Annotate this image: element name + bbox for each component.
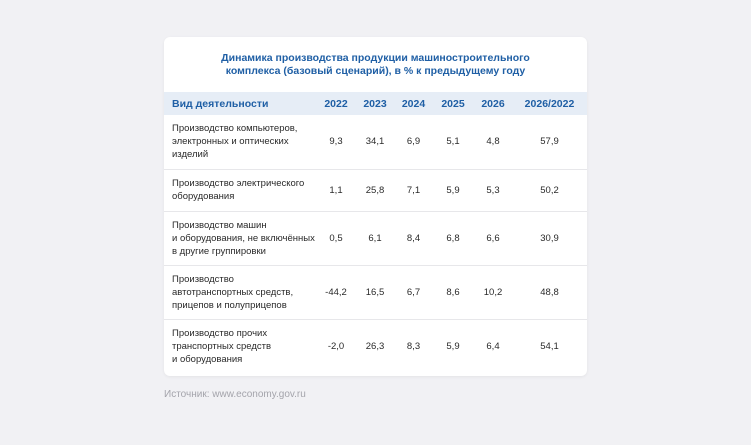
table-title-line2: комплекса (базовый сценарий), в % к пред… <box>225 65 526 77</box>
header-2025: 2025 <box>441 97 465 110</box>
cell-2026: 4,8 <box>474 115 512 170</box>
cell-2023: 26,3 <box>365 341 385 353</box>
row-label: Производство электрического оборудования <box>164 169 317 212</box>
row-label: Производство компьютеров, электронных и … <box>164 115 317 170</box>
cell-2024: 8,3 <box>406 341 421 353</box>
cell-2024: 6,9 <box>395 115 432 170</box>
header-2022: 2022 <box>324 97 348 110</box>
cell-2023: 6,1 <box>355 211 395 266</box>
cell-2024: 6,7 <box>395 265 432 320</box>
cell-2025: 5,1 <box>432 115 474 170</box>
table-header-row: Вид деятельности 2022 2023 2024 2025 202… <box>164 92 587 115</box>
header-2024: 2024 <box>401 97 426 110</box>
cell-2026-2022: 57,9 <box>512 115 587 170</box>
cell-2025: 6,8 <box>432 211 474 266</box>
cell-2023: 16,5 <box>355 265 395 320</box>
header-2026: 2026 <box>481 97 505 110</box>
table-row: Производство электрического оборудования… <box>164 169 587 212</box>
table-row: Производство прочих транспортных средств… <box>164 319 587 374</box>
cell-2022: 9,3 <box>317 115 355 170</box>
cell-2026: 10,2 <box>474 265 512 320</box>
header-2026-2022: 2026/2022 <box>524 97 575 110</box>
cell-2026: 6,4 <box>486 341 500 353</box>
table-title: Динамика производства продукции машиност… <box>164 52 587 78</box>
cell-2026: 6,6 <box>474 211 512 266</box>
header-2023: 2023 <box>363 97 387 110</box>
source-note: Источник: www.economy.gov.ru <box>164 389 306 400</box>
table-title-line1: Динамика производства продукции машиност… <box>221 52 530 64</box>
header-activity: Вид деятельности <box>172 97 269 110</box>
cell-2026-2022: 30,9 <box>512 211 587 266</box>
cell-2024: 7,1 <box>395 169 432 212</box>
row-label: Производство машин и оборудования, не вк… <box>164 211 317 266</box>
cell-2024: 8,4 <box>395 211 432 266</box>
cell-2026-2022: 48,8 <box>512 265 587 320</box>
cell-2023: 25,8 <box>355 169 395 212</box>
production-table: Вид деятельности 2022 2023 2024 2025 202… <box>164 92 587 374</box>
cell-2025: 8,6 <box>432 265 474 320</box>
table-row: Производство автотранспортных средств, п… <box>164 265 587 320</box>
cell-2026-2022: 50,2 <box>512 169 587 212</box>
cell-2025: 5,9 <box>432 169 474 212</box>
cell-2023: 34,1 <box>355 115 395 170</box>
row-label: Производство прочих транспортных средств… <box>172 328 272 366</box>
table-row: Производство компьютеров, электронных и … <box>164 115 587 170</box>
cell-2026: 5,3 <box>474 169 512 212</box>
cell-2022: -44,2 <box>317 265 355 320</box>
cell-2022: 1,1 <box>317 169 355 212</box>
row-label: Производство автотранспортных средств, п… <box>164 265 317 320</box>
table-card: Динамика производства продукции машиност… <box>164 37 587 376</box>
cell-2022: 0,5 <box>317 211 355 266</box>
cell-2022: -2,0 <box>327 341 345 353</box>
cell-2026-2022: 54,1 <box>540 341 559 353</box>
table-row: Производство машин и оборудования, не вк… <box>164 211 587 266</box>
cell-2025: 5,9 <box>446 341 460 353</box>
